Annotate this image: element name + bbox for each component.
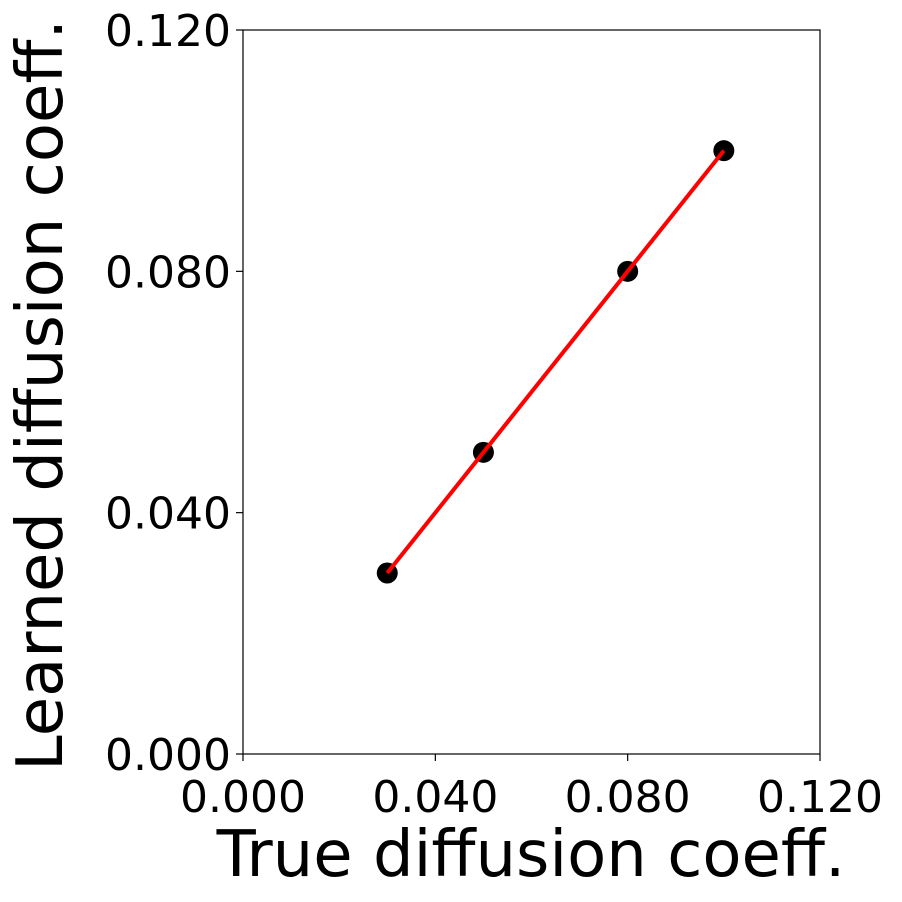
plot-area-frame <box>242 29 821 755</box>
x-tick-label: 0.040 <box>372 772 498 823</box>
y-axis-ticks: 0.000 0.040 0.080 0.120 <box>105 6 243 781</box>
x-axis-label: True diffusion coeff. <box>216 818 846 892</box>
x-tick-label: 0.080 <box>565 772 691 823</box>
series-layer <box>376 140 735 584</box>
x-tick-label: 0.120 <box>757 772 883 823</box>
y-tick-label: 0.120 <box>105 6 231 57</box>
y-tick-label: 0.040 <box>105 489 231 540</box>
x-tick-label: 0.000 <box>180 772 306 823</box>
x-axis-ticks: 0.000 0.040 0.080 0.120 <box>180 754 883 823</box>
y-tick-label: 0.080 <box>105 247 231 298</box>
y-tick-label: 0.000 <box>105 730 231 781</box>
y-axis-label: Learned diffusion coeff. <box>4 19 78 771</box>
fit-line <box>385 149 726 575</box>
